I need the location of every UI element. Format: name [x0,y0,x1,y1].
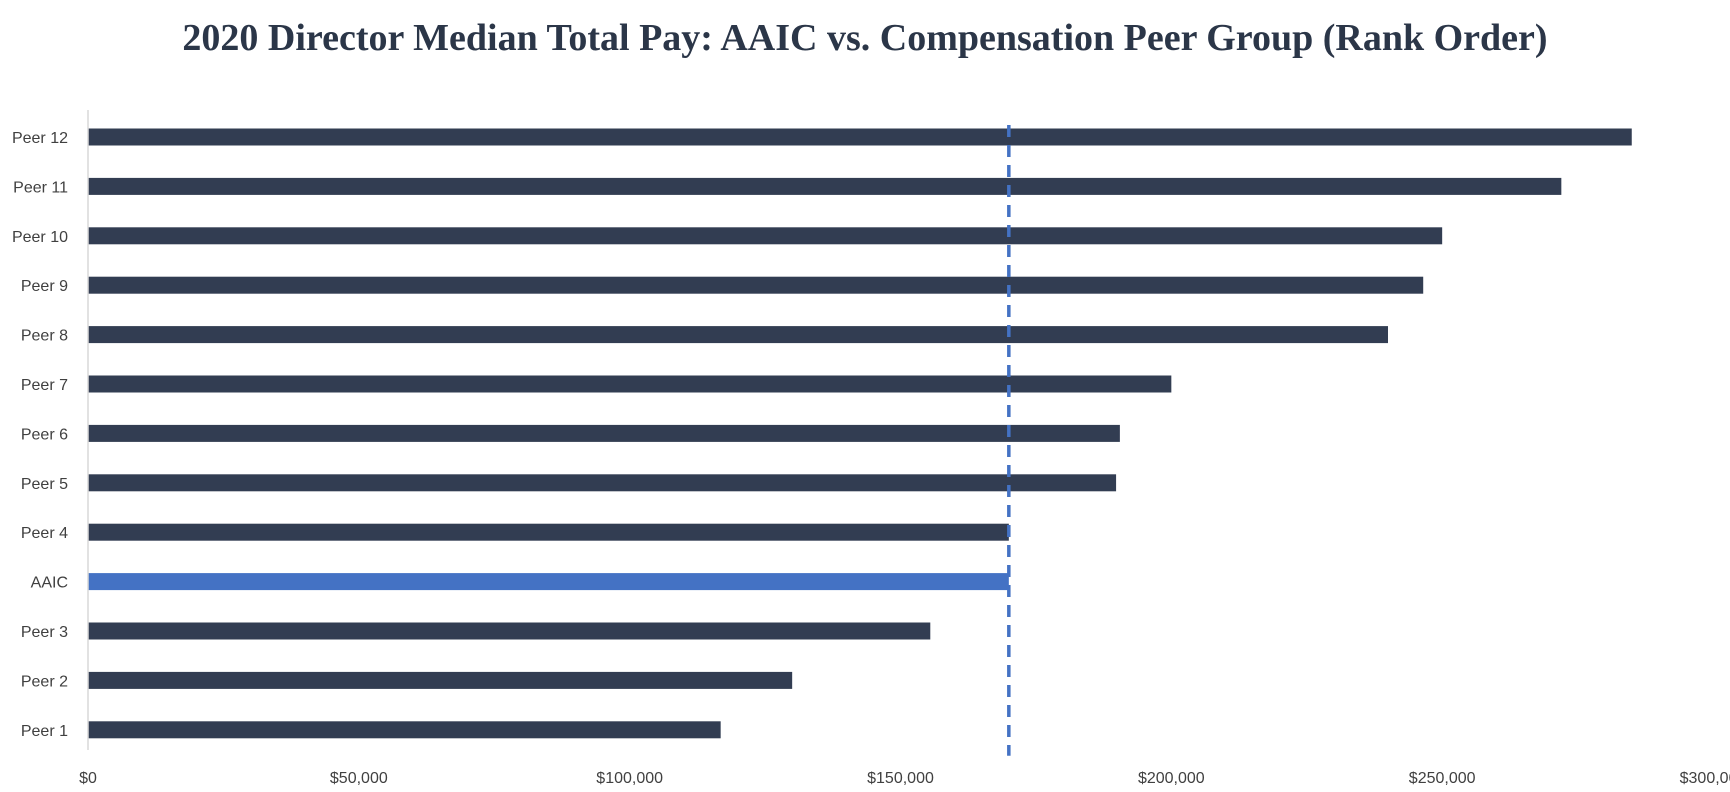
category-label-peer-5: Peer 5 [21,476,68,493]
bar-peer-7 [88,375,1172,393]
chart-title: 2020 Director Median Total Pay: AAIC vs.… [182,17,1547,59]
category-label-peer-7: Peer 7 [21,377,68,394]
category-label-peer-8: Peer 8 [21,328,68,345]
bar-peer-3 [88,622,931,640]
category-label-peer-4: Peer 4 [21,525,68,542]
x-tick-label: $150,000 [867,770,934,787]
bar-peer-10 [88,227,1443,245]
bars-layer [88,128,1632,739]
category-label-peer-3: Peer 3 [21,624,68,641]
bar-peer-11 [88,177,1562,195]
x-tick-label: $300,000 [1680,770,1730,787]
bar-peer-9 [88,276,1424,294]
bar-peer-4 [88,523,1009,541]
category-label-aaic: AAIC [31,575,68,592]
x-tick-label: $250,000 [1409,770,1476,787]
category-label-peer-1: Peer 1 [21,723,68,740]
category-label-peer-6: Peer 6 [21,426,68,443]
bar-peer-1 [88,721,721,739]
bar-peer-5 [88,474,1117,492]
x-tick-label: $0 [79,770,97,787]
category-label-peer-12: Peer 12 [12,130,68,147]
bar-peer-6 [88,424,1120,442]
x-tick-label: $200,000 [1138,770,1205,787]
bar-peer-8 [88,326,1388,344]
x-tick-label: $50,000 [330,770,388,787]
category-label-peer-11: Peer 11 [13,179,68,196]
category-label-peer-9: Peer 9 [21,278,68,295]
x-tick-label: $100,000 [596,770,663,787]
axis-layer: Peer 12 Peer 11 Peer 10 Peer 9 Peer 8 Peer 7 P… [12,110,1730,787]
category-label-peer-10: Peer 10 [12,229,68,246]
bar-peer-12 [88,128,1632,146]
bar-aaic [88,573,1009,591]
category-label-peer-2: Peer 2 [21,673,68,690]
bar-peer-2 [88,671,793,689]
